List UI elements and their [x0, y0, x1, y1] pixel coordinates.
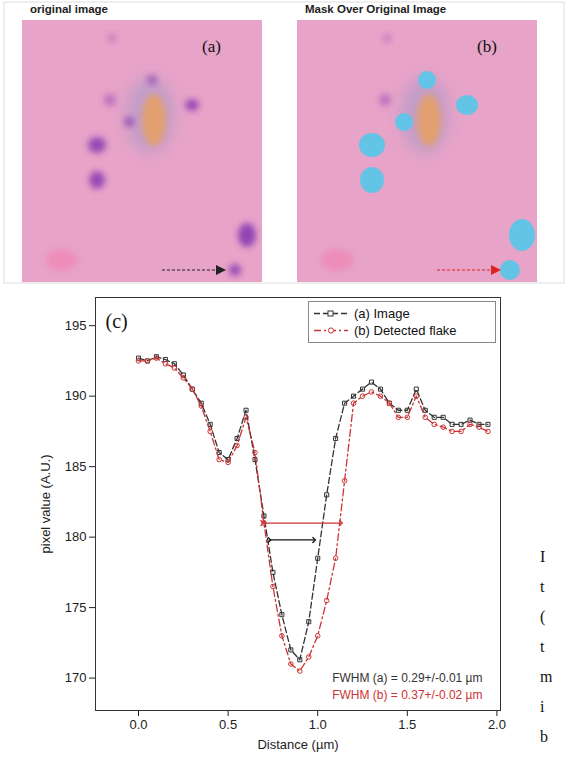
html-text:t: t	[540, 578, 545, 595]
html-text:m: m	[540, 668, 553, 685]
svg-text:original image: original image	[30, 3, 108, 15]
svg-text:0.0: 0.0	[129, 717, 147, 732]
svg-text:pixel value (A.U.): pixel value (A.U.)	[38, 455, 53, 554]
svg-text:170: 170	[65, 670, 87, 685]
svg-text:(b): (b)	[477, 37, 497, 56]
svg-text:2.0: 2.0	[488, 717, 506, 732]
svg-text:0.5: 0.5	[219, 717, 237, 732]
svg-text:FWHM (a) = 0.29+/-0.01 µm: FWHM (a) = 0.29+/-0.01 µm	[332, 671, 482, 685]
svg-text:1.5: 1.5	[398, 717, 416, 732]
svg-text:Distance (µm): Distance (µm)	[257, 737, 338, 752]
svg-text:Mask Over Original Image: Mask Over Original Image	[305, 3, 446, 15]
svg-text:(a) Image: (a) Image	[354, 306, 410, 321]
html-text:I: I	[540, 548, 546, 565]
svg-text:1.0: 1.0	[309, 717, 327, 732]
svg-text:(a): (a)	[202, 37, 221, 56]
svg-text:180: 180	[65, 529, 87, 544]
html-text:i: i	[540, 698, 545, 715]
svg-text:FWHM (b) = 0.37+/-0.02 µm: FWHM (b) = 0.37+/-0.02 µm	[332, 688, 482, 702]
svg-text:(b) Detected flake: (b) Detected flake	[354, 323, 457, 338]
svg-text:175: 175	[65, 600, 87, 615]
svg-text:(c): (c)	[106, 310, 128, 333]
html-text:b: b	[540, 728, 548, 745]
svg-text:190: 190	[65, 388, 87, 403]
svg-text:185: 185	[65, 459, 87, 474]
svg-text:195: 195	[65, 318, 87, 333]
html-text:t: t	[540, 638, 545, 655]
